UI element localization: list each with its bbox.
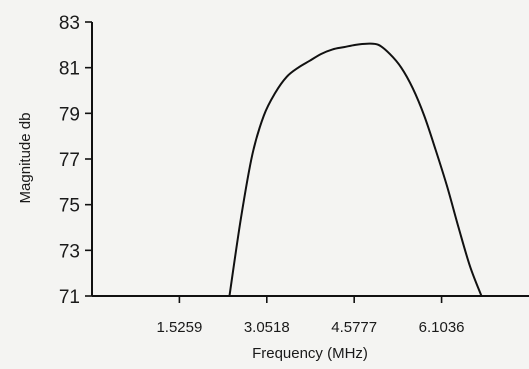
x-tick-label: 1.5259: [156, 319, 202, 336]
x-axis: 1.5259 3.0518 4.5777 6.1036: [92, 295, 529, 336]
y-tick-label: 73: [59, 241, 80, 262]
y-tick-label: 83: [59, 13, 80, 34]
x-tick-label: 6.1036: [419, 319, 465, 336]
y-axis: 71 73 75 77 79 81 83: [59, 13, 93, 308]
y-axis-title: Magnitude db: [17, 113, 34, 204]
x-axis-title: Frequency (MHz): [252, 345, 368, 362]
y-tick-label: 77: [59, 150, 80, 171]
y-tick-label: 81: [59, 59, 80, 80]
series-group: [228, 42, 483, 297]
x-tick-label: 4.5777: [331, 319, 377, 336]
y-tick-label: 71: [59, 287, 80, 308]
magnitude-curve: [228, 42, 483, 297]
x-tick-label: 3.0518: [244, 319, 290, 336]
y-tick-label: 75: [59, 196, 80, 217]
y-tick-label: 79: [59, 104, 80, 125]
